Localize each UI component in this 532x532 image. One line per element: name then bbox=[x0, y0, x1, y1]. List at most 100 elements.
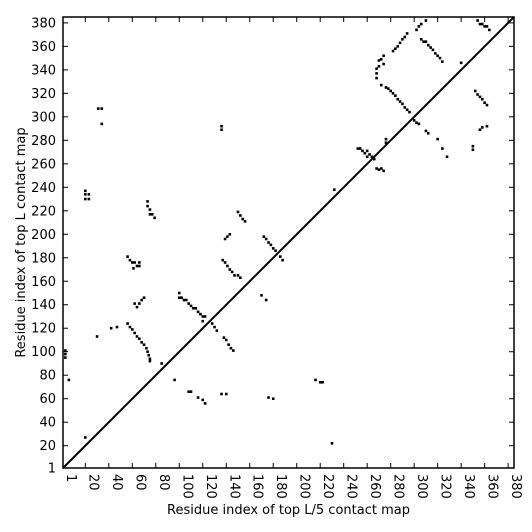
contact-point bbox=[370, 155, 374, 159]
contact-point bbox=[221, 258, 225, 262]
contact-point bbox=[220, 392, 223, 396]
contact-point bbox=[109, 326, 113, 330]
contact-point bbox=[473, 89, 477, 93]
contact-point bbox=[363, 151, 367, 155]
contact-point bbox=[391, 92, 395, 95]
contact-point bbox=[262, 235, 266, 238]
contact-point bbox=[84, 436, 87, 439]
contact-point bbox=[236, 210, 240, 214]
contact-point bbox=[135, 305, 139, 309]
contact-point bbox=[424, 129, 428, 133]
contact-point bbox=[142, 296, 146, 300]
diagonal-line bbox=[62, 16, 515, 469]
contact-point bbox=[471, 144, 475, 148]
contact-point bbox=[417, 25, 421, 28]
contact-point bbox=[377, 65, 381, 68]
contact-point bbox=[403, 35, 407, 39]
contact-point bbox=[187, 390, 190, 393]
contact-point bbox=[126, 322, 129, 325]
contact-point bbox=[478, 95, 482, 99]
contact-point bbox=[401, 102, 404, 106]
contact-point bbox=[379, 167, 383, 170]
y-tick-label: 120 bbox=[31, 322, 56, 337]
contact-point bbox=[372, 157, 376, 161]
contact-point bbox=[203, 402, 207, 405]
contact-point bbox=[398, 41, 402, 45]
contact-point bbox=[365, 155, 369, 159]
y-tick-label: 280 bbox=[31, 134, 56, 149]
contact-point bbox=[368, 153, 371, 156]
contact-point bbox=[480, 97, 484, 101]
contact-point bbox=[128, 258, 132, 262]
contact-point bbox=[426, 131, 430, 135]
contact-point bbox=[148, 208, 152, 211]
contact-point bbox=[148, 213, 152, 216]
contact-point bbox=[408, 110, 411, 114]
contact-point bbox=[226, 235, 229, 238]
y-tick-label: 100 bbox=[31, 345, 56, 360]
contact-point bbox=[358, 147, 362, 150]
contact-point bbox=[476, 93, 479, 96]
x-axis-ticks: 1 20 40 60 80 100 120 140 160 180 200 220 240 260 280 3… bbox=[62, 17, 523, 499]
contact-point bbox=[271, 247, 275, 250]
contact-point bbox=[480, 22, 484, 26]
contact-point bbox=[241, 217, 244, 221]
y-tick-label: 380 bbox=[31, 16, 56, 31]
contact-point bbox=[269, 243, 273, 247]
contact-point bbox=[199, 312, 202, 316]
contact-point bbox=[485, 103, 489, 107]
contact-point bbox=[243, 220, 247, 223]
contact-point bbox=[146, 200, 149, 203]
x-tick-label: 100 bbox=[179, 474, 194, 499]
contact-point bbox=[173, 378, 176, 382]
contact-point bbox=[84, 193, 87, 196]
contact-point bbox=[95, 335, 99, 338]
contact-point bbox=[483, 101, 486, 105]
contact-point bbox=[480, 126, 484, 129]
contact-point bbox=[100, 107, 104, 110]
contact-point bbox=[471, 148, 475, 152]
contact-point bbox=[203, 315, 207, 318]
contact-point bbox=[415, 121, 418, 125]
y-tick-label: 360 bbox=[31, 40, 56, 55]
x-tick-label: 360 bbox=[485, 474, 500, 499]
contact-point bbox=[148, 359, 152, 363]
contact-point bbox=[138, 302, 141, 305]
contact-point bbox=[196, 310, 200, 314]
contact-point bbox=[64, 356, 67, 359]
x-tick-label: 20 bbox=[85, 474, 100, 491]
y-axis-ticks: 1204060801001201401601802002202402602803… bbox=[31, 16, 514, 477]
contact-point bbox=[160, 362, 163, 365]
contact-point bbox=[140, 298, 143, 302]
contact-point bbox=[182, 298, 186, 302]
contact-point bbox=[230, 270, 234, 274]
contact-point bbox=[382, 169, 385, 173]
contact-point bbox=[382, 62, 385, 66]
contact-point bbox=[223, 237, 227, 241]
contact-point bbox=[424, 40, 428, 43]
contact-point bbox=[87, 197, 91, 201]
contact-point bbox=[375, 72, 378, 75]
y-tick-label: 220 bbox=[31, 204, 56, 219]
contact-point bbox=[488, 28, 491, 32]
contact-point bbox=[424, 19, 428, 22]
contact-point bbox=[431, 48, 435, 52]
contact-point bbox=[485, 124, 489, 128]
contact-point bbox=[379, 83, 383, 87]
contact-point bbox=[187, 302, 190, 305]
contact-point bbox=[153, 216, 156, 220]
contact-point bbox=[177, 296, 181, 300]
contact-point bbox=[220, 128, 223, 132]
y-tick-label: 320 bbox=[31, 87, 56, 102]
contact-point bbox=[375, 76, 378, 80]
contact-point bbox=[196, 396, 200, 399]
x-tick-label: 80 bbox=[156, 474, 171, 491]
y-tick-label: 260 bbox=[31, 157, 56, 172]
contact-point bbox=[419, 22, 423, 26]
contact-point bbox=[318, 380, 322, 384]
contact-point bbox=[201, 315, 205, 318]
contact-point bbox=[228, 268, 232, 271]
x-tick-label: 280 bbox=[391, 474, 406, 499]
contact-point bbox=[356, 147, 360, 150]
contact-point bbox=[387, 87, 390, 90]
